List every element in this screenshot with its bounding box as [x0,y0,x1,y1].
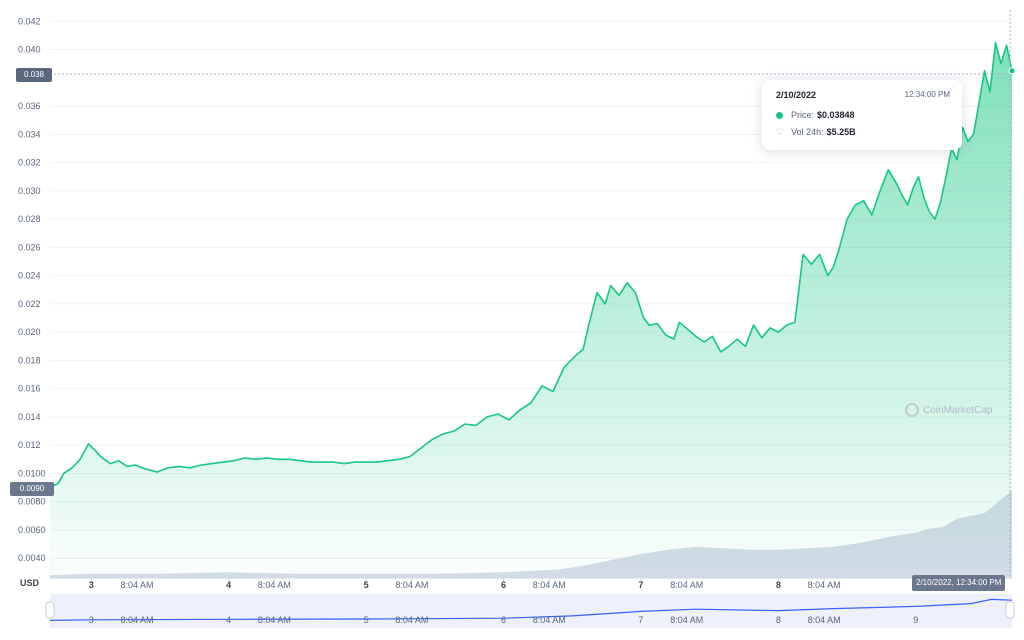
coinmarketcap-logo-icon [905,403,919,417]
tooltip-volume-row: ♡ Vol 24h: $5.25B [776,127,856,137]
x-tick-label: 8 [776,580,781,590]
navigator-tick-label: 6 [501,615,506,625]
y-tick-label: 0.016 [18,384,41,394]
x-tick-label: 6 [501,580,506,590]
price-line [49,41,1013,489]
y-tick-label: 0.040 [18,45,41,55]
y-axis: 0.0040 0.0060 0.0080 0.0100 0.012 0.014 0.016 0… [18,16,46,563]
x-tick-label: 8:04 AM [670,580,703,590]
y-tick-label: 0.0060 [18,525,46,535]
volume-heart-icon: ♡ [776,126,785,137]
y-tick-label: 0.014 [18,412,41,422]
navigator-handle-left[interactable] [45,601,55,619]
navigator-tick-label: 7 [638,615,643,625]
navigator-tick-label: 9 [913,615,918,625]
navigator-tick-label: 8:04 AM [395,615,428,625]
navigator-series [49,598,1013,621]
y-tick-label: 0.0040 [18,553,46,563]
x-tick-label: 8:04 AM [808,580,841,590]
x-tick-label: 3 [89,580,94,590]
hover-point [1008,67,1016,75]
tooltip-volume-label: Vol 24h: [791,127,824,137]
tooltip-volume-value: $5.25B [826,127,856,137]
x-tick-label: 4 [226,580,231,590]
y-tick-label: 0.028 [18,214,41,224]
price-series [49,41,1013,578]
y-tick-label: 0.042 [18,16,41,26]
tooltip-price-row: Price: $0.03848 [776,110,855,120]
x-tick-label: 8:04 AM [533,580,566,590]
tooltip-time: 12:34:00 PM [904,90,950,99]
x-tick-label: 8:04 AM [395,580,428,590]
y-tick-label: 0.036 [18,101,41,111]
navigator-tick-label: 8 [776,615,781,625]
y-tick-label: 0.0080 [18,497,46,507]
navigator-track[interactable] [50,594,1012,628]
x-tick-label: 7 [638,580,643,590]
navigator-tick-label: 8:04 AM [808,615,841,625]
tooltip-date: 2/10/2022 [776,90,817,100]
x-axis: 3 8:04 AM 4 8:04 AM 5 8:04 AM 6 8:04 AM 7 8:04 AM… [50,577,1012,590]
navigator-tick-label: 8:04 AM [120,615,153,625]
y-tick-label: 0.022 [18,299,41,309]
y-tick-label: 0.026 [18,242,41,252]
navigator-handle-right[interactable] [1005,601,1015,619]
currency-label: USD [20,578,40,588]
low-price-badge: 0.0090 [10,482,54,496]
price-dot-icon [776,111,783,119]
timestamp-badge: 2/10/2022, 12:34:00 PM [912,575,1006,591]
tooltip-price-value: $0.03848 [817,110,855,120]
y-tick-label: 0.024 [18,271,41,281]
navigator-tick-label: 3 [89,615,94,625]
navigator[interactable]: 3 8:04 AM 4 8:04 AM 5 8:04 AM 6 8:04 AM 7 8:04 AM… [45,594,1015,628]
y-tick-label: 0.018 [18,355,41,365]
y-tick-label: 0.034 [18,129,41,139]
current-price-badge: 0.038 [16,68,52,82]
navigator-tick-label: 8:04 AM [670,615,703,625]
x-tick-label: 8:04 AM [120,580,153,590]
navigator-tick-label: 4 [226,615,231,625]
price-area [50,42,1012,578]
watermark-text: CoinMarketCap [923,404,993,416]
watermark: CoinMarketCap [905,403,992,417]
y-tick-label: 0.030 [18,186,41,196]
tooltip-price-label: Price: [791,110,815,120]
navigator-tick-label: 8:04 AM [533,615,566,625]
x-tick-label: 5 [364,580,369,590]
y-tick-label: 0.020 [18,327,41,337]
y-tick-label: 0.032 [18,158,41,168]
navigator-tick-label: 8:04 AM [258,615,291,625]
y-tick-label: 0.0100 [18,468,46,478]
navigator-tick-label: 5 [364,615,369,625]
navigator-axis: 3 8:04 AM 4 8:04 AM 5 8:04 AM 6 8:04 AM 7 8:04 AM… [89,615,919,625]
price-tooltip: 2/10/2022 12:34:00 PM Price: $0.03848 ♡ … [762,80,962,150]
x-tick-label: 8:04 AM [258,580,291,590]
navigator-line [49,598,1013,621]
y-tick-label: 0.012 [18,440,41,450]
